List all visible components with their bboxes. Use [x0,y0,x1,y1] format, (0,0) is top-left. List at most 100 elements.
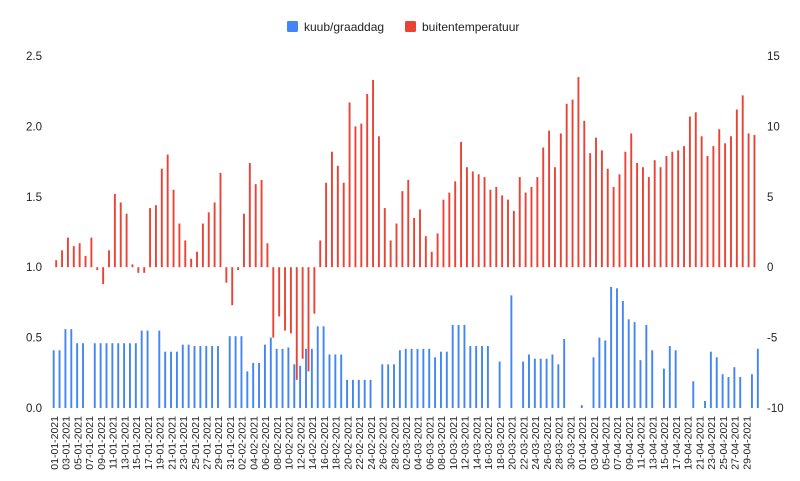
x-tick-label: 20-02-2021 [342,416,354,470]
bar-buitentemperatuur [278,267,281,317]
x-tick-label: 13-04-2021 [647,416,659,470]
bar-kuub-graaddag [117,343,120,408]
x-tick-label: 13-01-2021 [119,416,131,470]
right-y-tick-label: -10 [767,403,784,415]
x-tick-label: 03-04-2021 [589,416,601,470]
x-tick-label: 02-03-2021 [401,416,413,470]
bar-buitentemperatuur [706,155,709,268]
bar-buitentemperatuur [319,240,322,268]
x-tick-label: 28-03-2021 [554,416,566,470]
bar-kuub-graaddag [217,346,219,408]
bar-kuub-graaddag [739,377,742,408]
x-tick-label: 09-04-2021 [624,416,636,470]
bar-kuub-graaddag [363,379,366,408]
bar-buitentemperatuur [131,264,134,268]
legend: kuub/graaddag buitentemperatuur [287,20,519,34]
x-tick-label: 01-01-2021 [49,416,61,470]
bar-buitentemperatuur [102,267,105,285]
x-tick-label: 17-04-2021 [671,416,683,470]
x-tick-label: 11-04-2021 [636,416,648,469]
bar-buitentemperatuur [600,150,603,268]
bar-buitentemperatuur [700,136,703,268]
bar-buitentemperatuur [84,255,87,268]
bar-buitentemperatuur [571,99,574,268]
bar-kuub-graaddag [469,346,472,408]
bar-buitentemperatuur [413,217,416,268]
left-y-axis: 0.0 0.5 1.0 1.5 2.0 2.5 [26,51,42,415]
x-tick-label: 26-02-2021 [378,416,390,470]
bar-kuub-graaddag [258,362,261,408]
bar-buitentemperatuur [172,189,175,268]
left-y-tick-label: 0.0 [26,403,42,415]
bar-buitentemperatuur [553,167,556,268]
bar-buitentemperatuur [260,179,263,268]
legend-label: kuub/graaddag [304,20,384,34]
bar-buitentemperatuur [160,168,163,268]
bar-kuub-graaddag [170,351,172,408]
bar-buitentemperatuur [565,103,568,268]
bar-buitentemperatuur [72,246,75,268]
bar-buitentemperatuur [507,199,509,268]
bar-kuub-graaddag [58,350,61,408]
bar-buitentemperatuur [266,243,269,268]
bar-kuub-graaddag [199,346,202,408]
bar-kuub-graaddag [440,351,442,408]
bar-kuub-graaddag [428,348,431,408]
bar-kuub-graaddag [240,336,243,408]
bar-buitentemperatuur [683,146,685,268]
bar-buitentemperatuur [530,186,533,268]
bar-kuub-graaddag [381,364,384,408]
bar-kuub-graaddag [528,354,530,408]
bar-kuub-graaddag [457,324,460,408]
bar-buitentemperatuur [295,267,298,380]
bar-kuub-graaddag [557,364,560,408]
bar-kuub-graaddag [346,379,349,408]
x-tick-label: 23-01-2021 [178,416,190,470]
bar-buitentemperatuur [313,267,316,314]
bar-kuub-graaddag [610,286,613,408]
bar-buitentemperatuur [442,199,445,268]
bar-buitentemperatuur [196,251,198,268]
bar-buitentemperatuur [612,186,615,268]
bar-kuub-graaddag [616,288,618,408]
x-tick-label: 22-03-2021 [518,416,530,470]
x-tick-label: 04-02-2021 [248,416,260,470]
bar-buitentemperatuur [741,95,744,268]
bar-kuub-graaddag [310,348,313,408]
bar-buitentemperatuur [213,202,216,268]
bar-buitentemperatuur [419,209,421,268]
bar-buitentemperatuur [243,213,245,268]
bar-kuub-graaddag [721,374,724,408]
bar-kuub-graaddag [751,374,753,408]
bar-buitentemperatuur [501,195,504,268]
bar-buitentemperatuur [454,181,457,268]
bar-buitentemperatuur [307,267,310,372]
bar-buitentemperatuur [747,133,750,268]
x-tick-label: 19-04-2021 [683,416,695,470]
bar-buitentemperatuur [225,267,228,283]
x-tick-label: 05-04-2021 [601,416,613,470]
x-tick-label: 07-04-2021 [612,416,624,470]
bar-kuub-graaddag [252,362,255,408]
bar-buitentemperatuur [284,267,286,331]
bar-kuub-graaddag [510,295,513,408]
x-tick-label: 02-02-2021 [237,416,249,470]
bar-kuub-graaddag [99,343,102,408]
bar-kuub-graaddag [539,358,542,408]
bar-kuub-graaddag [281,348,284,408]
bar-kuub-graaddag [404,348,407,408]
bar-kuub-graaddag [709,351,712,408]
left-y-tick-label: 2.0 [26,121,42,133]
bar-kuub-graaddag [645,324,648,408]
x-tick-label: 27-01-2021 [202,416,214,470]
bar-buitentemperatuur [630,133,633,268]
bar-buitentemperatuur [583,120,586,268]
bar-buitentemperatuur [735,109,738,268]
bar-kuub-graaddag [234,336,237,408]
bar-buitentemperatuur [96,267,99,271]
bar-kuub-graaddag [668,346,671,408]
x-tick-label: 24-02-2021 [366,416,378,470]
bar-kuub-graaddag [293,364,296,408]
bar-kuub-graaddag [275,348,278,408]
